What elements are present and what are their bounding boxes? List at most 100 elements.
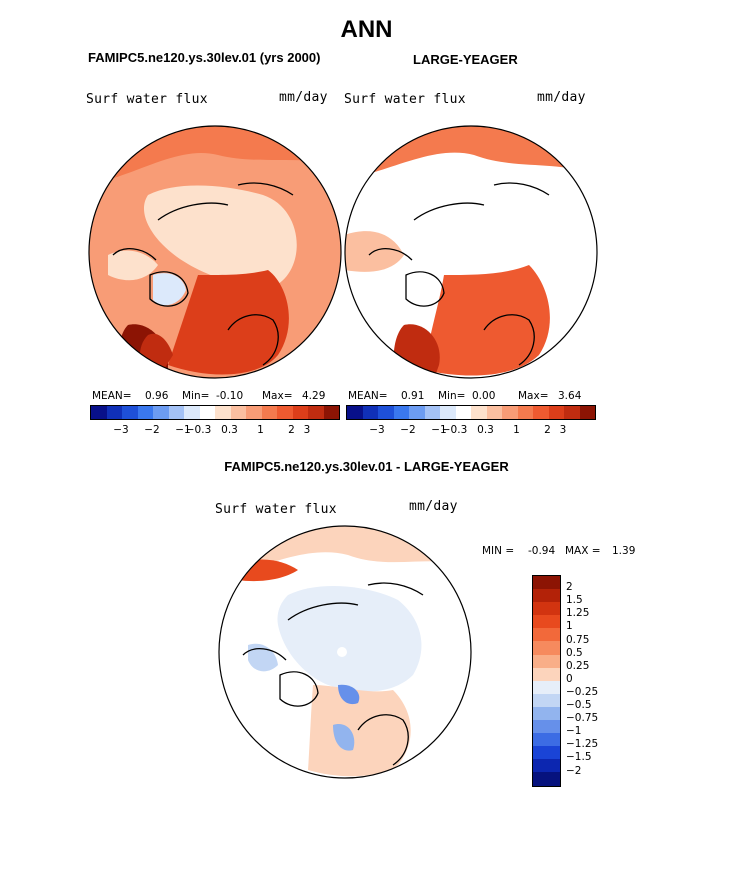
colorbar-swatch [292, 406, 308, 419]
colorbar-level-label: 2 [566, 581, 573, 594]
colorbar-swatch [533, 654, 560, 668]
colorbar-level-label: 0.25 [566, 659, 590, 672]
colorbar-tick-label: −0.3 [441, 424, 468, 436]
colorbar-swatch [564, 406, 580, 419]
diff-negative-anomaly-2 [333, 724, 355, 751]
colorbar-swatch [471, 406, 487, 419]
right-colorbar-ticks: −3 −2 −1 −0.3 0.3 1 2 3 [346, 424, 594, 438]
difference-polar-map [218, 525, 472, 779]
left-mean-value: 0.96 [145, 390, 169, 402]
diff-max-value: 1.39 [612, 545, 636, 557]
colorbar-swatch [533, 667, 560, 681]
colorbar-swatch [533, 693, 560, 707]
colorbar-swatch [261, 406, 277, 419]
colorbar-swatch [533, 706, 560, 721]
colorbar-level-label: −0.5 [566, 699, 592, 711]
colorbar-swatch [409, 406, 425, 419]
colorbar-level-label: 1 [566, 620, 573, 633]
colorbar-swatch [91, 406, 107, 419]
right-min-label: Min= [438, 390, 466, 402]
colorbar-swatch [533, 589, 560, 603]
colorbar-level-label: 0 [566, 672, 573, 685]
right-min-value: 0.00 [472, 390, 496, 402]
colorbar-swatch [517, 406, 533, 419]
colorbar-tick-label: −1 [431, 424, 447, 436]
left-variable-label: Surf water flux [86, 92, 208, 107]
left-colorbar [90, 405, 340, 420]
right-colorbar [346, 405, 596, 420]
colorbar-level-label: 1.25 [566, 607, 590, 620]
colorbar-tick-label: 2 [544, 424, 551, 436]
colorbar-level-label: −1 [566, 725, 582, 738]
diff-max-label: MAX = [565, 545, 601, 557]
colorbar-swatch [199, 406, 215, 419]
colorbar-swatch [533, 628, 560, 642]
colorbar-tick-label: 0.3 [221, 424, 238, 436]
colorbar-swatch [362, 406, 378, 419]
right-pole-marker [463, 238, 473, 248]
right-mean-value: 0.91 [401, 390, 425, 402]
colorbar-swatch [308, 406, 324, 419]
colorbar-tick-label: 1 [513, 424, 520, 436]
left-polar-map [88, 125, 342, 379]
colorbar-tick-label: −1 [175, 424, 191, 436]
colorbar-level-label: −0.25 [566, 685, 599, 698]
right-variable-label: Surf water flux [344, 92, 466, 107]
left-mean-label: MEAN= [92, 390, 132, 402]
left-atlantic-high [168, 270, 289, 375]
left-coastlines [112, 182, 294, 366]
colorbar-swatch [533, 602, 560, 616]
right-units-label: mm/day [537, 90, 586, 105]
left-arctic-low-region [143, 185, 297, 290]
colorbar-tick-label: 1 [257, 424, 264, 436]
difference-title: FAMIPC5.ne120.ys.30lev.01 - LARGE-YEAGER [224, 459, 509, 474]
left-units-label: mm/day [279, 90, 328, 105]
left-min-label: Min= [182, 390, 210, 402]
colorbar-level-label: −2 [566, 764, 582, 777]
right-case-title: LARGE-YEAGER [413, 52, 518, 67]
colorbar-swatch [533, 759, 560, 773]
colorbar-swatch [393, 406, 409, 419]
diff-coastlines [242, 582, 424, 766]
diff-variable-label: Surf water flux [215, 502, 337, 517]
colorbar-level-label: 0.75 [566, 633, 590, 646]
colorbar-tick-label: −2 [400, 424, 416, 436]
colorbar-swatch [378, 406, 394, 419]
colorbar-swatch [184, 406, 200, 419]
colorbar-swatch [533, 641, 560, 655]
colorbar-swatch [533, 576, 560, 590]
colorbar-tick-label: 0.3 [477, 424, 494, 436]
colorbar-swatch [486, 406, 502, 419]
colorbar-swatch [122, 406, 138, 419]
colorbar-swatch [424, 406, 440, 419]
colorbar-swatch [533, 615, 560, 629]
colorbar-tick-label: −2 [144, 424, 160, 436]
left-max-value: 4.29 [302, 390, 326, 402]
right-mean-label: MEAN= [348, 390, 388, 402]
colorbar-level-label: −1.5 [566, 751, 592, 764]
colorbar-swatch [246, 406, 262, 419]
difference-colorbar [532, 575, 561, 787]
colorbar-swatch [533, 680, 560, 694]
colorbar-swatch [137, 406, 153, 419]
colorbar-swatch [502, 406, 518, 419]
colorbar-swatch [323, 406, 339, 419]
colorbar-swatch [533, 733, 560, 747]
diff-min-value: -0.94 [528, 545, 556, 557]
colorbar-tick-label: 3 [303, 424, 311, 436]
colorbar-swatch [215, 406, 231, 419]
colorbar-swatch [440, 406, 456, 419]
right-atlantic-high [424, 265, 550, 376]
left-colorbar-ticks: −3 −2 −1 −0.3 0.3 1 2 3 [90, 424, 338, 438]
right-max-value: 3.64 [558, 390, 582, 402]
colorbar-tick-label: −0.3 [185, 424, 212, 436]
colorbar-swatch [168, 406, 184, 419]
plot-title: ANN [340, 16, 393, 43]
colorbar-level-label: −1.25 [566, 738, 599, 751]
colorbar-swatch [533, 720, 560, 734]
diff-units-label: mm/day [409, 499, 458, 514]
left-case-title: FAMIPC5.ne120.ys.30lev.01 (yrs 2000) [88, 50, 321, 65]
diff-negative-anomaly [338, 684, 360, 705]
colorbar-swatch [106, 406, 122, 419]
colorbar-tick-label: 2 [288, 424, 295, 436]
